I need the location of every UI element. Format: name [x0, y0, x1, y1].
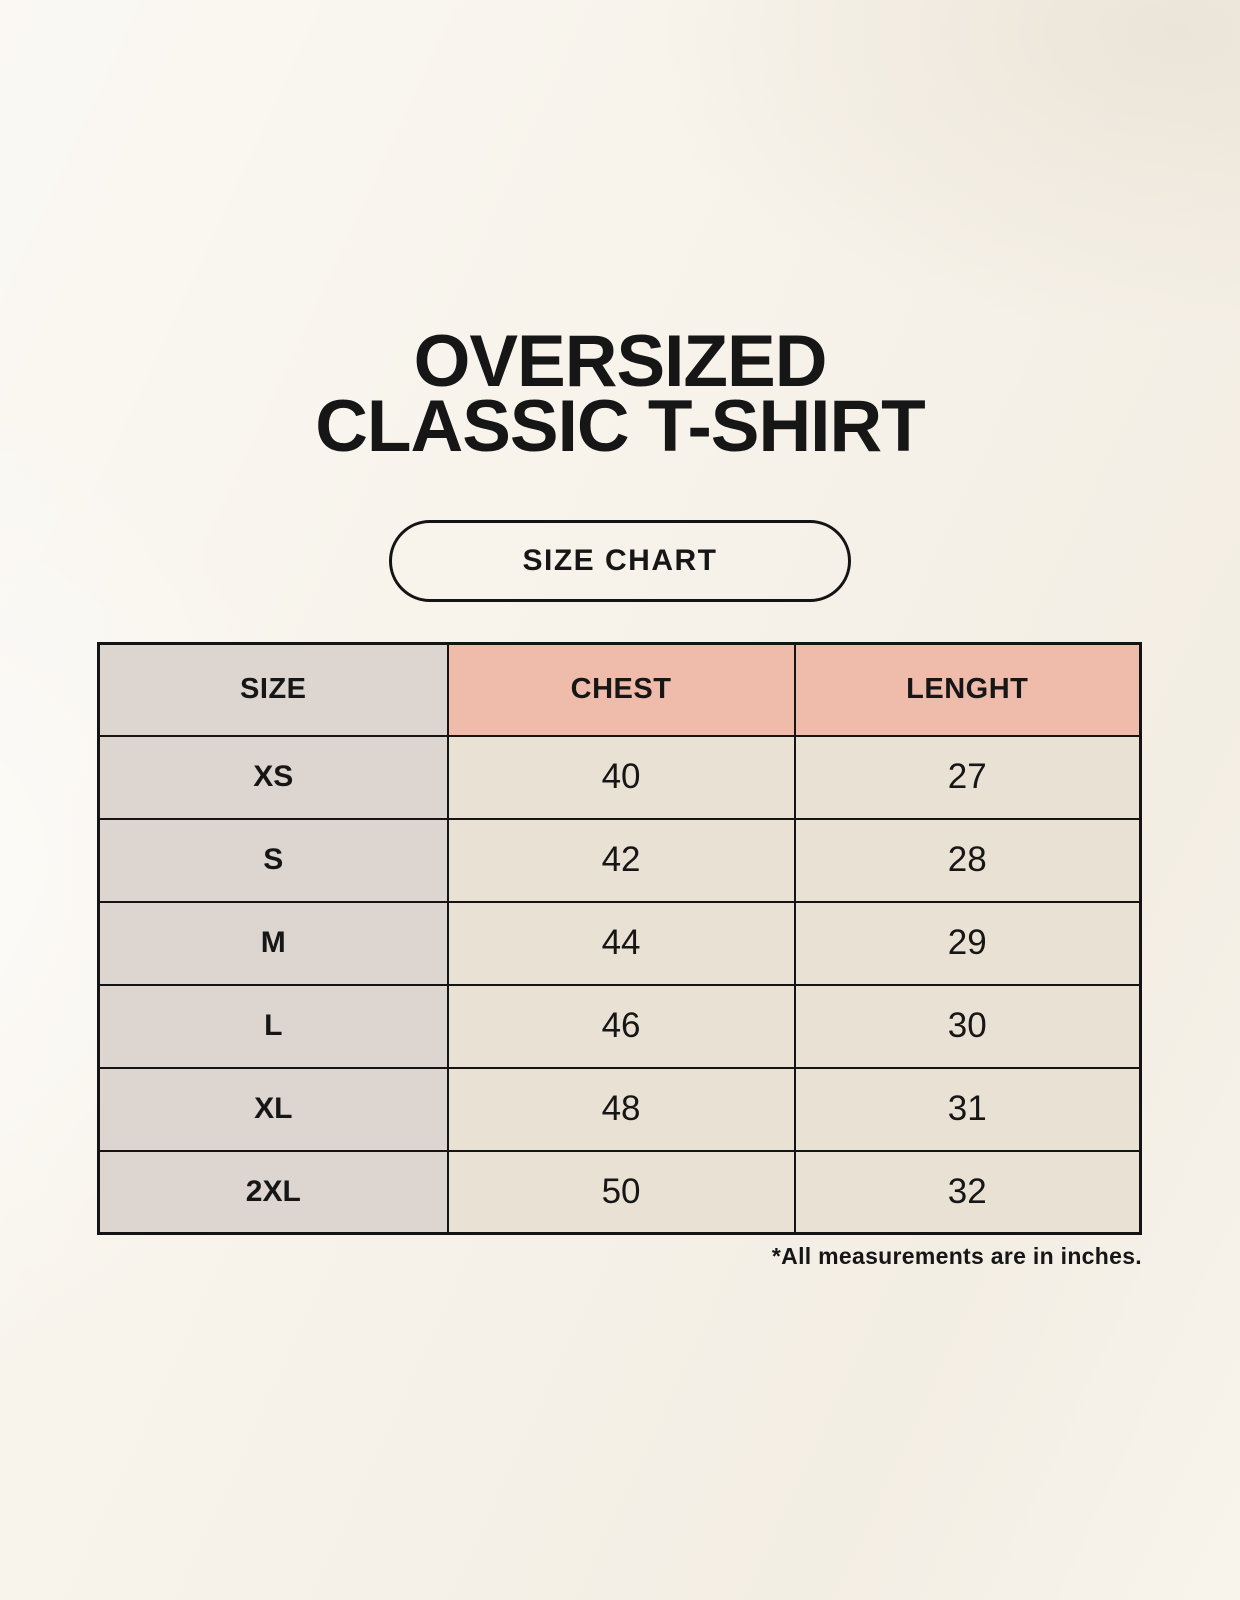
size-chart-button[interactable]: SIZE CHART — [389, 520, 851, 602]
size-chart-table-container: SIZE CHEST LENGHT XS 40 27 S 42 28 M 44 29 L 46 30 X… — [97, 642, 1142, 1235]
length-cell: 28 — [793, 817, 1142, 903]
chest-cell: 44 — [446, 900, 796, 986]
column-header-chest: CHEST — [446, 642, 796, 737]
size-chart-button-label: SIZE CHART — [522, 544, 718, 577]
table-row: 2XL 50 32 — [97, 1149, 1142, 1235]
measurements-footnote: *All measurements are in inches. — [771, 1243, 1142, 1269]
chest-cell: 42 — [446, 817, 796, 903]
length-cell: 30 — [793, 983, 1142, 1069]
size-cell: XS — [97, 734, 449, 820]
size-table-body: XS 40 27 S 42 28 M 44 29 L 46 30 XL 48 31 2XL 50 32 — [97, 734, 1142, 1235]
chest-cell: 48 — [446, 1066, 796, 1152]
size-cell: M — [97, 900, 449, 986]
table-row: L 46 30 — [97, 983, 1142, 1069]
header-row: SIZE CHEST LENGHT — [97, 642, 1142, 737]
length-cell: 31 — [793, 1066, 1142, 1152]
table-row: M 44 29 — [97, 900, 1142, 986]
length-cell: 29 — [793, 900, 1142, 986]
size-cell: S — [97, 817, 449, 903]
page-title-line1: OVERSIZED — [413, 321, 828, 402]
column-header-size: SIZE — [97, 642, 449, 737]
column-header-length: LENGHT — [793, 642, 1142, 737]
page-title-line2: CLASSIC T-SHIRT — [315, 386, 926, 467]
chest-cell: 40 — [446, 734, 796, 820]
table-row: XL 48 31 — [97, 1066, 1142, 1152]
size-cell: XL — [97, 1066, 449, 1152]
chest-cell: 50 — [446, 1149, 796, 1235]
size-chart-table: SIZE CHEST LENGHT XS 40 27 S 42 28 M 44 29 L 46 30 X… — [97, 642, 1142, 1235]
chest-cell: 46 — [446, 983, 796, 1069]
page-title: OVERSIZED CLASSIC T-SHIRT — [0, 321, 1240, 467]
length-cell: 27 — [793, 734, 1142, 820]
length-cell: 32 — [793, 1149, 1142, 1235]
size-cell: 2XL — [97, 1149, 449, 1235]
table-row: S 42 28 — [97, 817, 1142, 903]
size-cell: L — [97, 983, 449, 1069]
table-row: XS 40 27 — [97, 734, 1142, 820]
